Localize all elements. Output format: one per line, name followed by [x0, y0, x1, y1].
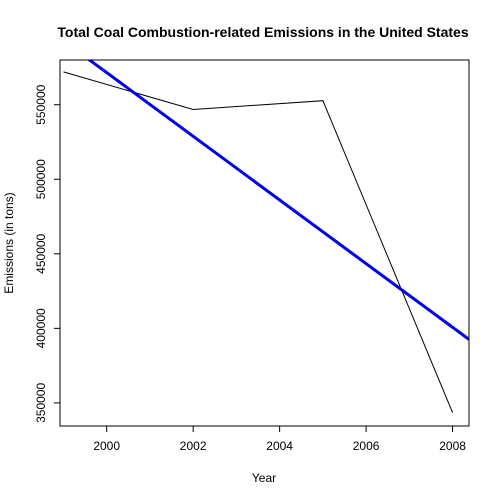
x-axis: 2000 2002 2004 2006 2008 [93, 426, 466, 453]
chart-title: Total Coal Combustion-related Emissions … [57, 24, 468, 40]
y-tick-label: 450000 [34, 233, 48, 273]
x-tick-label: 2008 [439, 439, 466, 453]
y-tick-label: 400000 [34, 308, 48, 348]
x-tick-label: 2000 [93, 439, 120, 453]
y-tick-label: 350000 [34, 383, 48, 423]
trend-line [87, 60, 469, 341]
x-tick-label: 2002 [180, 439, 207, 453]
x-tick-label: 2004 [266, 439, 293, 453]
x-axis-label: Year [252, 471, 276, 485]
y-tick-label: 500000 [34, 159, 48, 199]
emissions-line [63, 71, 454, 413]
y-axis: 350000 400000 450000 500000 550000 [34, 84, 60, 423]
plot-frame [59, 59, 470, 427]
x-tick-label: 2006 [353, 439, 380, 453]
y-tick-label: 550000 [34, 84, 48, 124]
y-axis-label: Emissions (in tons) [2, 192, 16, 293]
series-layer [63, 60, 469, 413]
plot-area [59, 59, 470, 427]
